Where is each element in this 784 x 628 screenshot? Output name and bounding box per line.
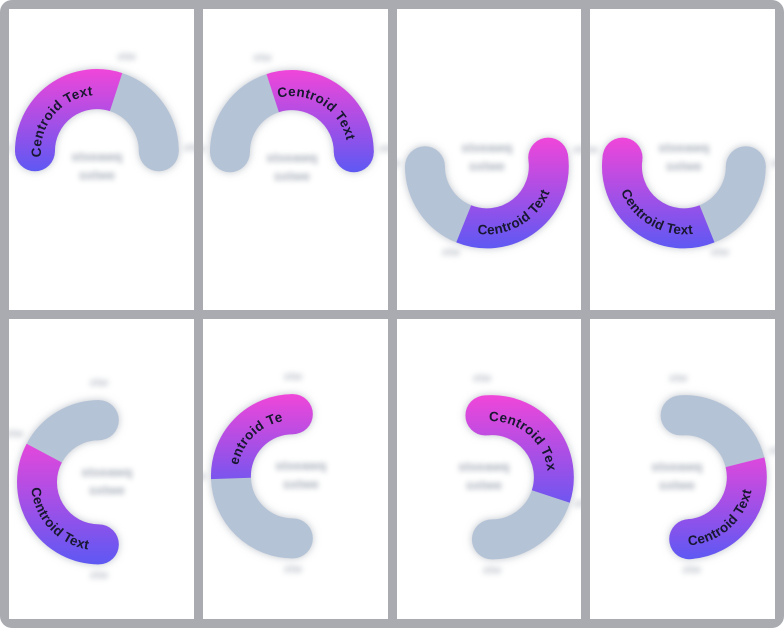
donut-arcs <box>660 394 767 559</box>
muted-arc-endcap <box>78 399 119 440</box>
blurred-edge-label: xtw <box>283 371 302 383</box>
donut-chart: Centroid Textstxeawqsxtwextwxtwxtw <box>9 51 194 183</box>
blurred-edge-label: xtw <box>203 143 206 155</box>
donut-chart: Centroid Textstxeawqsxtwextwxtwxtw <box>397 137 581 258</box>
arc-label: Centroid Text <box>203 319 284 466</box>
blurred-center-label: sxtwe <box>465 477 501 492</box>
donut-chart: Centroid Textstxeawqsxtwextwxtwxtw <box>397 319 582 576</box>
blurred-center-label: stxeawq <box>659 140 710 155</box>
blurred-center-label: sxtwe <box>274 168 310 183</box>
gradient-arc-endcap <box>272 393 313 434</box>
donut-arcs <box>464 394 574 559</box>
blurred-edge-label: xtw <box>397 157 401 169</box>
blurred-center-label: stxeawq <box>266 150 317 165</box>
donut-chart: Centroid Textstxeawqsxtwextwxtwxtw <box>590 137 775 258</box>
blurred-edge-label: xtw <box>378 143 387 155</box>
donut-panel-1: Centroid Textstxeawqsxtwextwxtwxtw <box>9 9 194 310</box>
blurred-center-label: stxeawq <box>71 149 122 164</box>
blurred-center-label: sxtwe <box>468 158 504 173</box>
gradient-arc-endcap <box>78 523 119 564</box>
blurred-edge-label: xtw <box>669 372 688 384</box>
blurred-center-label: stxeawq <box>458 459 509 474</box>
donut-panel-8: Centroid Textstxeawqsxtwextwxtwxtw <box>590 318 775 619</box>
blurred-edge-label: xtw <box>572 144 581 156</box>
donut-arcs <box>209 70 374 173</box>
blurred-edge-label: xtw <box>253 52 272 64</box>
donut-arcs <box>17 399 119 564</box>
donut-panel-4: Centroid Textstxeawqsxtwextwxtwxtw <box>590 9 775 310</box>
blurred-center-label: sxtwe <box>659 477 695 492</box>
donut-arcs <box>210 393 313 558</box>
muted-arc-endcap <box>272 517 313 558</box>
blurred-edge-label: xtw <box>472 372 491 384</box>
blurred-edge-label: xtw <box>90 377 109 389</box>
gradient-arc-endcap <box>464 394 505 435</box>
blurred-center-label: sxtwe <box>89 482 125 497</box>
blurred-center-label: stxeawq <box>461 140 512 155</box>
donut-arcs <box>602 137 767 249</box>
blurred-edge-label: xtw <box>590 144 598 156</box>
blurred-edge-label: xtw <box>203 470 207 482</box>
muted-arc-endcap <box>471 518 512 559</box>
blurred-center-label: stxeawq <box>275 458 326 473</box>
gradient-arc-endcap <box>527 137 568 178</box>
donut-chart: Centroid Textstxeawqsxtwextwxtwxtw <box>9 377 133 581</box>
gradient-arc-endcap <box>669 518 710 559</box>
donut-chart: Centroid Textstxeawqsxtwextwxtwxtw <box>203 52 388 184</box>
blurred-edge-label: xtw <box>90 569 109 581</box>
blurred-edge-label: xtw <box>184 142 194 154</box>
gradient-arc-endcap <box>333 132 374 173</box>
blurred-center-label: stxeawq <box>81 464 132 479</box>
donut-arcs <box>14 69 179 172</box>
blurred-edge-label: xtw <box>9 428 24 440</box>
blurred-edge-label: xtw <box>711 246 730 258</box>
gradient-arc-endcap <box>14 131 55 172</box>
donut-panel-2: Centroid Textstxeawqsxtwextwxtwxtw <box>202 9 388 310</box>
blurred-edge-label: xtw <box>771 157 775 169</box>
muted-arc-endcap <box>726 146 767 187</box>
blurred-edge-label: xtw <box>769 445 775 457</box>
blurred-center-label: sxtwe <box>666 158 702 173</box>
blurred-edge-label: xtw <box>283 563 302 575</box>
blurred-edge-label: xtw <box>573 497 581 509</box>
blurred-center-label: sxtwe <box>79 167 115 182</box>
gradient-arc-endcap <box>602 137 643 178</box>
donut-panel-7: Centroid Textstxeawqsxtwextwxtwxtw <box>396 318 582 619</box>
blurred-center-label: sxtwe <box>283 476 319 491</box>
blurred-edge-label: xtw <box>441 246 460 258</box>
donut-chart: Centroid Textstxeawqsxtwextwxtwxtw <box>652 372 775 576</box>
blurred-edge-label: xtw <box>683 564 702 576</box>
muted-arc-endcap <box>209 132 250 173</box>
muted-arc-endcap <box>138 131 179 172</box>
donut-panel-5: Centroid Textstxeawqsxtwextwxtwxtw <box>9 318 194 619</box>
blurred-edge-label: xtw <box>482 564 501 576</box>
blurred-center-label: stxeawq <box>652 459 703 474</box>
muted-arc-endcap <box>404 146 445 187</box>
donut-arcs <box>404 137 569 249</box>
blurred-edge-label: xtw <box>117 51 136 63</box>
blurred-edge-label: xtw <box>9 142 11 154</box>
muted-arc-endcap <box>660 394 701 435</box>
donut-panel-3: Centroid Textstxeawqsxtwextwxtwxtw <box>396 9 582 310</box>
